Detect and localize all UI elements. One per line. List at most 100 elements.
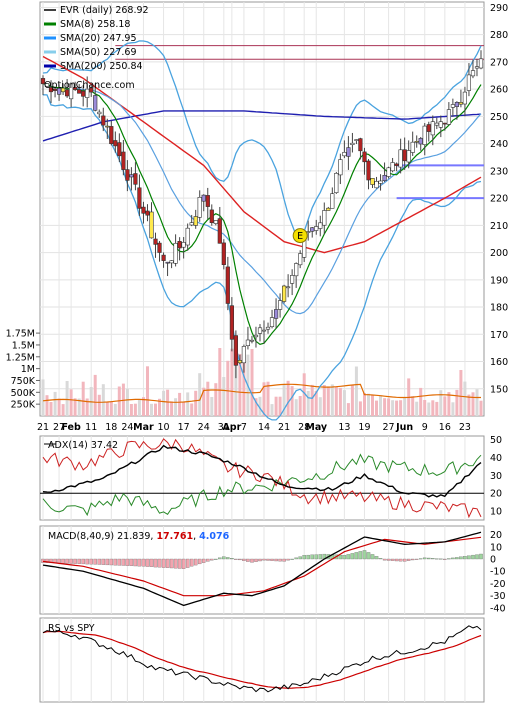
candle-body <box>69 83 74 100</box>
candle-body <box>217 218 222 244</box>
candle-body <box>177 241 182 249</box>
candle-body <box>113 140 118 147</box>
macd-histogram-bar <box>346 554 351 560</box>
volume-bar <box>415 401 419 416</box>
candle-body <box>85 88 90 98</box>
macd-histogram-bar <box>463 556 467 560</box>
date-tick-label: 31 <box>218 422 230 433</box>
candle-body <box>281 285 287 302</box>
price-tick-label: 280 <box>490 30 508 41</box>
candle-body <box>60 87 66 93</box>
volume-bar <box>178 392 182 416</box>
price-tick-label: 190 <box>490 275 508 286</box>
candle-body <box>322 210 327 226</box>
candle-body <box>193 216 198 226</box>
macd-tick-label: 0 <box>490 555 496 566</box>
date-tick-label: 7 <box>241 422 247 433</box>
date-tick-label: 21 <box>37 422 49 433</box>
candle-body <box>346 147 351 157</box>
macd-histogram-bar <box>218 557 222 560</box>
macd-histogram-bar <box>314 554 318 560</box>
macd-histogram-bar <box>302 555 306 560</box>
macd-histogram-bar <box>45 558 49 563</box>
candle-body <box>52 88 58 91</box>
volume-bar <box>250 349 254 416</box>
candle-body <box>362 151 367 163</box>
volume-bar <box>334 386 338 416</box>
macd-histogram-bar <box>149 558 154 567</box>
macd-histogram-bar <box>101 558 106 565</box>
candle-body <box>478 58 484 69</box>
date-tick-label: Jun <box>395 422 413 433</box>
candle-body <box>189 222 194 226</box>
volume-bar <box>49 402 53 416</box>
volume-bar <box>318 397 322 416</box>
volume-bar <box>113 403 117 416</box>
volume-bar <box>202 387 206 416</box>
candle-body <box>466 74 472 91</box>
volume-bar <box>53 391 57 416</box>
rs-panel <box>39 617 485 703</box>
volume-bar <box>101 384 105 416</box>
candle-body <box>434 122 439 126</box>
adx-tick-label: 40 <box>490 453 502 464</box>
macd-histogram-bar <box>254 558 258 562</box>
date-tick-label: 13 <box>338 422 350 433</box>
rs-line <box>42 625 482 693</box>
volume-bar <box>358 401 362 416</box>
volume-bar <box>286 380 290 416</box>
price-tick-label: 180 <box>490 303 508 314</box>
candle-body <box>221 242 226 265</box>
macd-histogram-bar <box>197 558 202 565</box>
volume-bar <box>270 404 274 416</box>
candle-body <box>89 87 94 93</box>
candle-body <box>398 149 403 168</box>
volume-bar <box>322 385 326 416</box>
macd-histogram-bar <box>286 558 290 561</box>
macd-line <box>42 531 482 607</box>
candle-body <box>470 70 476 77</box>
macd-histogram-bar <box>137 558 142 567</box>
volume-bar <box>210 397 214 416</box>
volume-bar <box>97 394 101 416</box>
candle-body <box>454 102 460 107</box>
volume-bar <box>150 403 153 416</box>
macd-histogram-bar <box>390 558 395 561</box>
macd-tick-label: 20 <box>490 530 502 541</box>
macd-histogram-bar <box>238 558 242 561</box>
volume-bar <box>133 403 137 416</box>
macd-histogram-bar <box>73 558 77 564</box>
price-tick-label: 260 <box>490 85 508 96</box>
macd-histogram-bar <box>258 558 262 562</box>
macd-histogram-bar <box>69 558 73 564</box>
macd-histogram-bar <box>278 558 282 562</box>
date-tick-label: 14 <box>258 422 270 433</box>
date-tick-label: 17 <box>178 422 190 433</box>
macd-histogram-bar <box>230 558 234 560</box>
macd-histogram-bar <box>366 552 371 560</box>
candle-body <box>157 242 162 253</box>
candle-body <box>97 111 102 115</box>
date-tick-label: 10 <box>158 422 170 433</box>
macd-histogram-bar <box>350 553 355 560</box>
macd-histogram-bar <box>418 558 423 560</box>
price-indicator-lines <box>42 40 482 421</box>
candle-body <box>330 193 335 209</box>
adx-tick-label: 30 <box>490 471 502 482</box>
macd-histogram-bar <box>342 555 347 560</box>
candle-body <box>438 121 443 128</box>
macd-histogram-bar <box>65 558 69 564</box>
macd-histogram-bar <box>161 558 166 568</box>
volume-bars <box>41 339 483 416</box>
macd-histogram-bar <box>414 558 419 560</box>
macd-tick-label: -10 <box>490 567 506 578</box>
macd-histogram-bar <box>455 557 459 560</box>
macd-histogram-bar <box>338 554 343 560</box>
price-tick-label: 220 <box>490 194 508 205</box>
volume-bar <box>383 398 387 416</box>
volume-bar <box>447 392 451 416</box>
macd-histogram-bar <box>427 557 431 560</box>
candle-body <box>289 275 295 284</box>
volume-tick-label: 500K <box>11 388 36 399</box>
